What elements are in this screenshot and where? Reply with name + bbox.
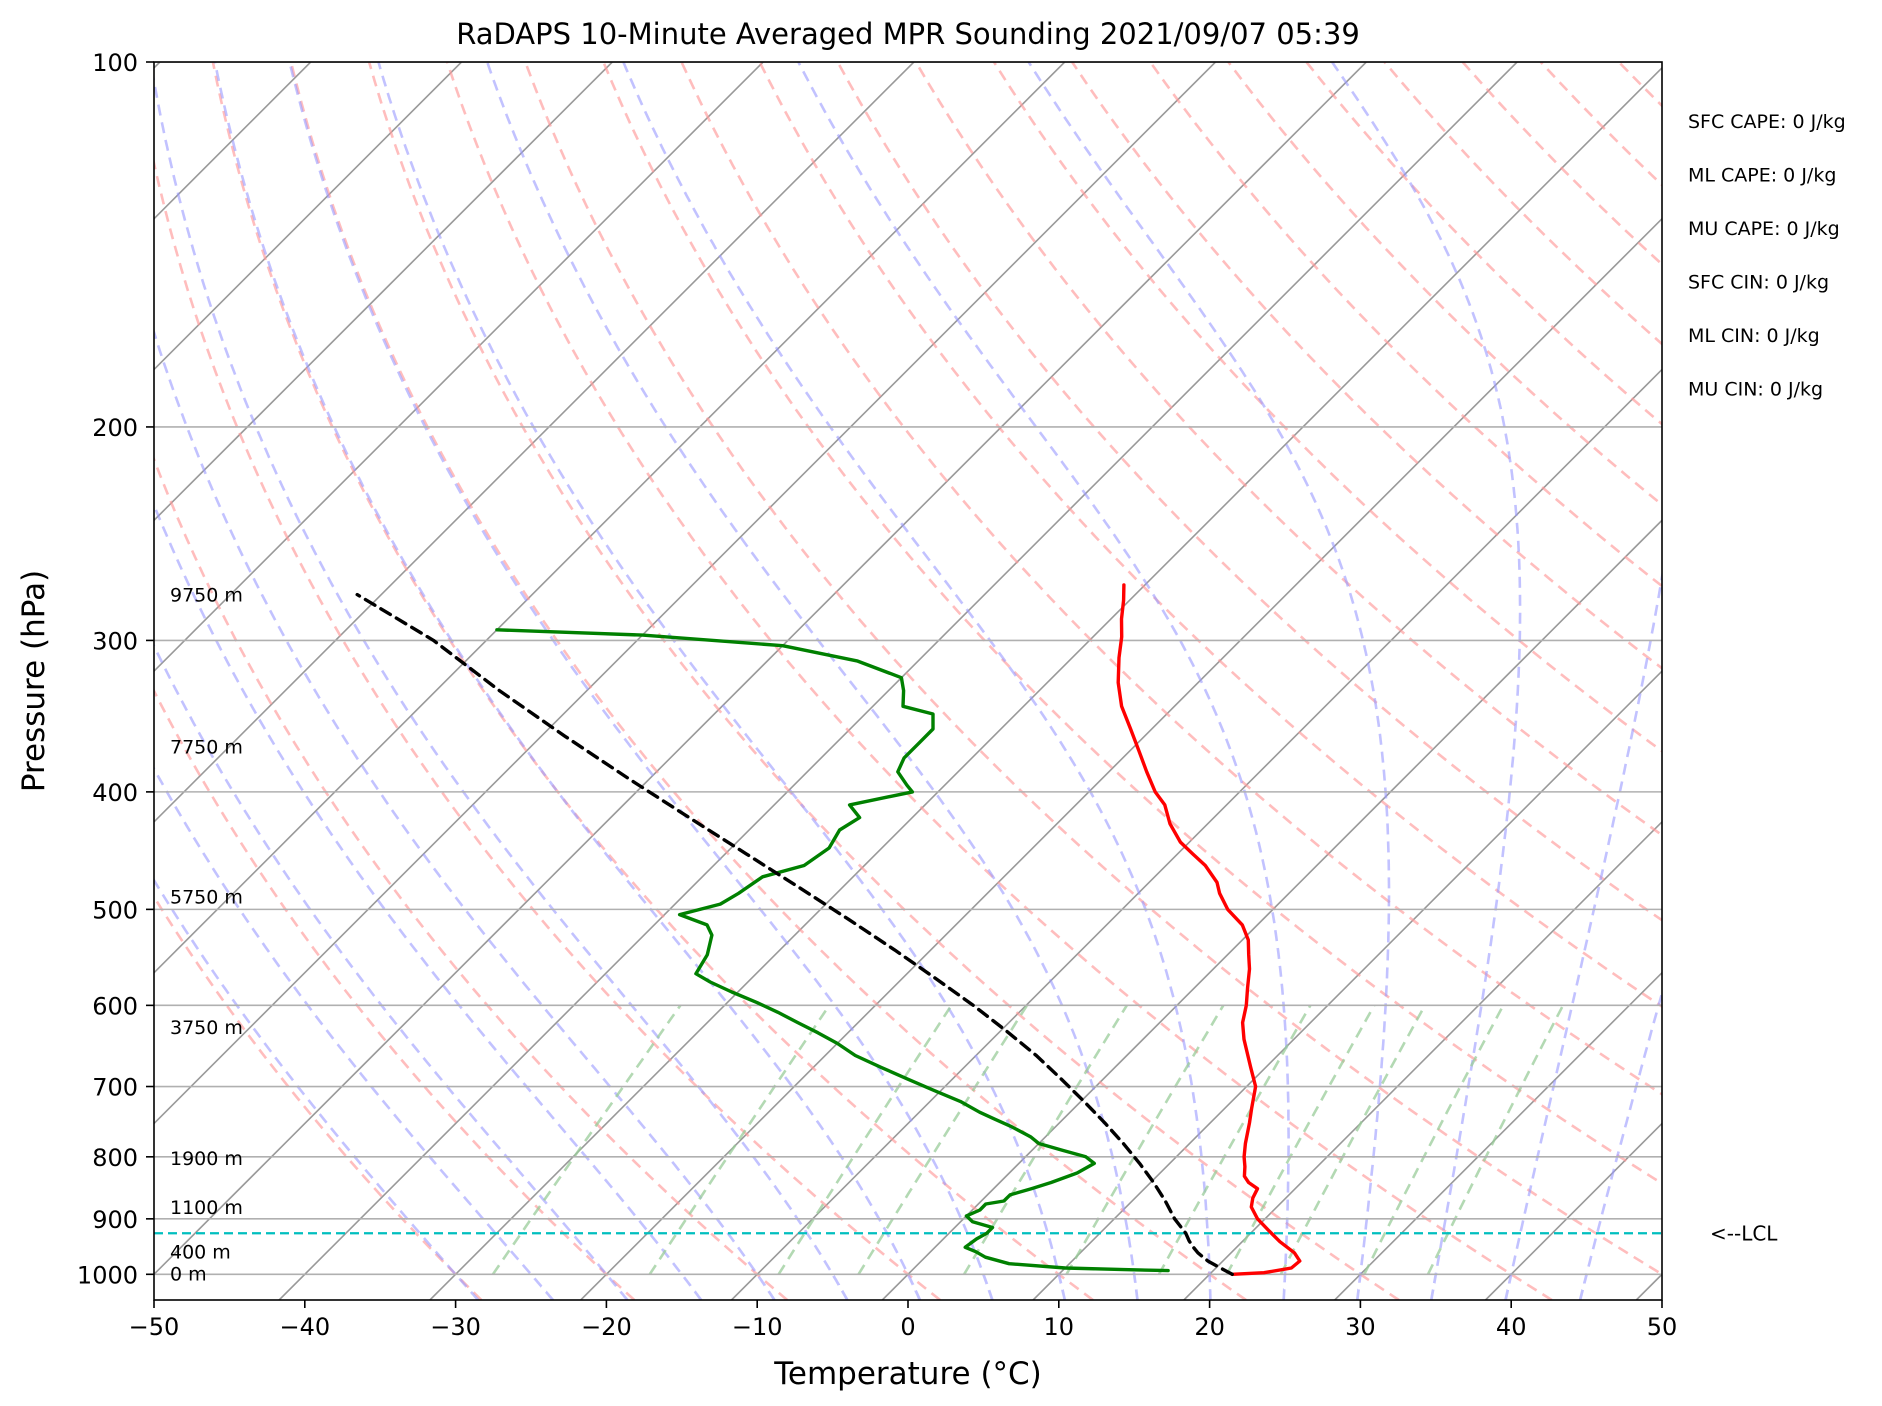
temperature-line bbox=[1116, 583, 1302, 1276]
height-label: 5750 m bbox=[170, 887, 243, 909]
dry-adiabat-line bbox=[914, 62, 1662, 837]
height-label: 1100 m bbox=[170, 1197, 243, 1219]
dry-adiabat-line bbox=[758, 62, 1662, 1009]
height-label: 1900 m bbox=[170, 1148, 243, 1170]
stability-index-label: ML CIN: 0 J/kg bbox=[1688, 325, 1820, 347]
isotherm-line bbox=[154, 62, 613, 522]
dry-adiabat-line bbox=[1305, 62, 1662, 426]
y-tick-label: 400 bbox=[92, 779, 138, 807]
dry-adiabat-line bbox=[367, 62, 1400, 1300]
isotherm-line bbox=[154, 62, 1217, 1125]
mixing-ratio-line bbox=[491, 1004, 682, 1276]
mixing-ratio-line bbox=[1065, 1004, 1225, 1275]
y-tick-label: 600 bbox=[92, 992, 138, 1020]
y-tick-label: 700 bbox=[92, 1074, 138, 1102]
mixing-ratio-line bbox=[1363, 1004, 1505, 1275]
dry-adiabat-line bbox=[992, 62, 1662, 753]
isotherm-line bbox=[278, 62, 1518, 1300]
stability-index-label: SFC CAPE: 0 J/kg bbox=[1688, 111, 1846, 133]
isotherm-line bbox=[154, 62, 1066, 974]
y-tick-label: 1000 bbox=[77, 1261, 138, 1289]
dewpoint-line bbox=[495, 628, 1170, 1273]
stability-indices: SFC CAPE: 0 J/kg ML CAPE: 0 J/kg MU CAPE: … bbox=[1688, 111, 1846, 401]
isotherm-line bbox=[1032, 669, 1662, 1300]
x-tick-label: 30 bbox=[1345, 1313, 1376, 1341]
x-tick-label: 10 bbox=[1044, 1313, 1075, 1341]
height-label: 400 m bbox=[170, 1242, 231, 1264]
y-tick-label: 300 bbox=[92, 627, 138, 655]
x-tick-label: 0 bbox=[900, 1313, 915, 1341]
y-tick-label: 900 bbox=[92, 1206, 138, 1234]
dry-adiabat-line bbox=[154, 688, 636, 1300]
mixing-ratio-line bbox=[962, 1004, 1128, 1275]
isotherm-line bbox=[1334, 971, 1662, 1300]
height-label: 9750 m bbox=[170, 585, 243, 607]
dry-adiabat-line bbox=[211, 62, 1094, 1300]
isotherm-line bbox=[154, 62, 463, 371]
x-tick-label: 50 bbox=[1647, 1313, 1678, 1341]
dry-adiabat-line bbox=[154, 894, 483, 1300]
dry-adiabat-line bbox=[154, 455, 789, 1300]
dry-adiabat-line bbox=[836, 62, 1662, 922]
dry-adiabat-line bbox=[1071, 62, 1662, 670]
x-axis-label: Temperature (°C) bbox=[773, 1356, 1042, 1392]
isotherm-line bbox=[1183, 820, 1662, 1300]
x-tick-label: −10 bbox=[732, 1313, 783, 1341]
moist-adiabat-line bbox=[154, 501, 703, 1300]
moist-adiabat-line bbox=[154, 73, 849, 1300]
isotherm-line bbox=[881, 519, 1662, 1300]
y-tick-label: 500 bbox=[92, 896, 138, 924]
mixing-ratio-line bbox=[1157, 1004, 1312, 1275]
dry-adiabat-line bbox=[289, 62, 1247, 1300]
dry-adiabat-line bbox=[445, 62, 1553, 1300]
y-tick-label: 200 bbox=[92, 414, 138, 442]
y-tick-label: 800 bbox=[92, 1144, 138, 1172]
height-label: 3750 m bbox=[170, 1017, 243, 1039]
x-tick-label: −40 bbox=[279, 1313, 330, 1341]
x-tick-label: 40 bbox=[1496, 1313, 1527, 1341]
isotherm-line bbox=[154, 62, 915, 824]
height-label: 7750 m bbox=[170, 737, 243, 759]
y-tick-label: 100 bbox=[92, 49, 138, 77]
dry-adiabat-line bbox=[1383, 62, 1662, 346]
isotherm-line bbox=[429, 66, 1662, 1300]
x-tick-label: −50 bbox=[129, 1313, 180, 1341]
mixing-ratio-line bbox=[1279, 1004, 1427, 1275]
lcl-label: <--LCL bbox=[1710, 1221, 1778, 1245]
dry-adiabat-line bbox=[524, 62, 1662, 1276]
mixing-ratio-line bbox=[1426, 1004, 1565, 1275]
parcel-line bbox=[355, 592, 1234, 1276]
moist-adiabat-line bbox=[154, 327, 776, 1300]
dry-adiabat-line bbox=[680, 62, 1662, 1096]
mixing-ratio-line bbox=[1225, 1004, 1376, 1275]
stability-index-label: ML CAPE: 0 J/kg bbox=[1688, 165, 1836, 187]
isotherm-line bbox=[154, 62, 1367, 1276]
moist-adiabat-line bbox=[213, 62, 922, 1300]
y-axis-label: Pressure (hPa) bbox=[16, 570, 52, 792]
stability-index-label: MU CIN: 0 J/kg bbox=[1688, 379, 1823, 401]
height-labels: 9750 m 7750 m 5750 m 3750 m 1900 m 1100 m 400 … bbox=[170, 585, 243, 1286]
sounding-series bbox=[355, 583, 1302, 1276]
pressure-gridlines bbox=[154, 62, 1662, 1276]
axes: −50 −40 −30 −20 −10 0 10 20 30 40 50 1000 900 800 700 6… bbox=[77, 49, 1677, 1341]
dry-adiabat-line bbox=[1227, 62, 1662, 507]
stability-index-label: MU CAPE: 0 J/kg bbox=[1688, 218, 1840, 240]
x-tick-label: 20 bbox=[1194, 1313, 1225, 1341]
height-label: 0 m bbox=[170, 1263, 207, 1285]
x-tick-label: −20 bbox=[581, 1313, 632, 1341]
dry-adiabat-line bbox=[1149, 62, 1662, 588]
stability-index-label: SFC CIN: 0 J/kg bbox=[1688, 272, 1829, 294]
isotherm-line bbox=[154, 62, 764, 673]
chart-title: RaDAPS 10-Minute Averaged MPR Sounding 2… bbox=[456, 17, 1360, 51]
x-tick-label: −30 bbox=[430, 1313, 481, 1341]
